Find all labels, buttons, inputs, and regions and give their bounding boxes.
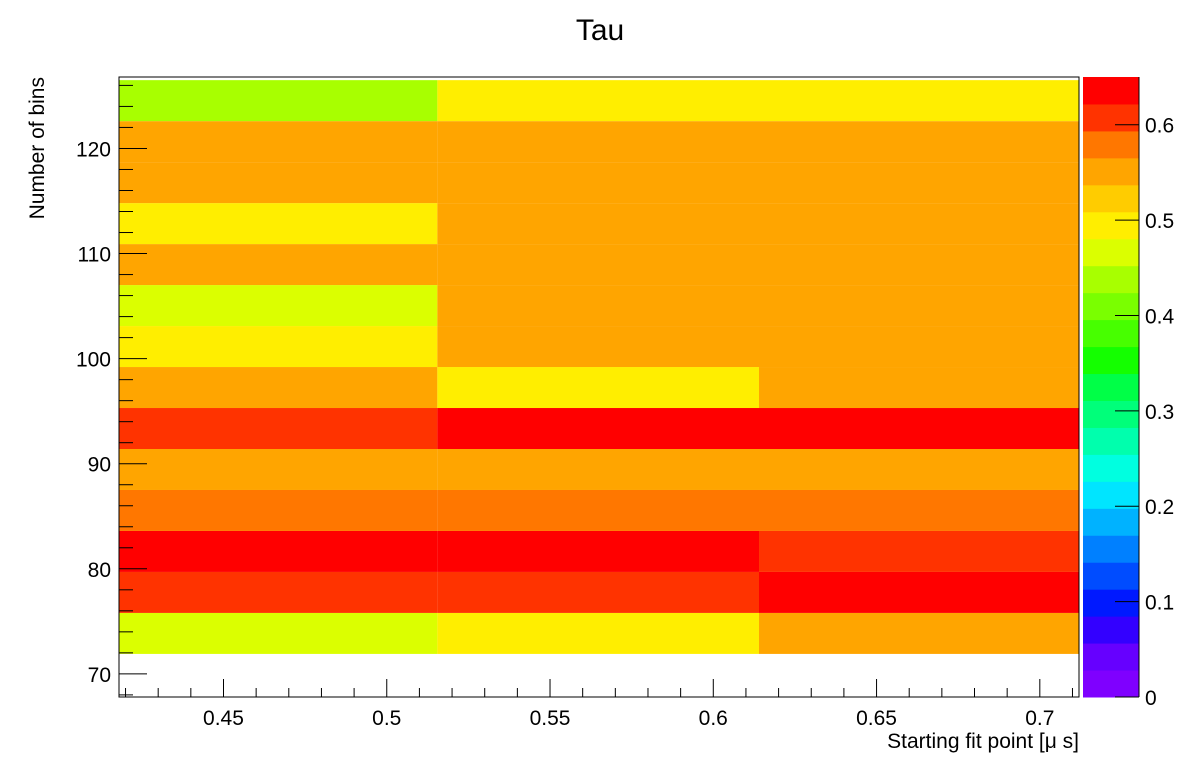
x-axis: 0.45 0.5 0.55 0.6 0.65 0.7	[119, 679, 1079, 730]
heatmap-cell	[759, 367, 1079, 409]
colorbar-segment	[1083, 238, 1139, 267]
colorbar-segment	[1083, 319, 1139, 348]
heatmap-cell	[119, 203, 438, 245]
heatmap-cell	[437, 121, 759, 163]
colorbar-segment	[1083, 481, 1139, 509]
colorbar-tick-label: 0.3	[1145, 401, 1174, 424]
y-tick-label: 80	[88, 559, 111, 582]
heatmap-cell	[437, 449, 759, 490]
heatmap-cell	[759, 326, 1079, 368]
heatmap-cell	[759, 162, 1079, 204]
heatmap-cell	[119, 326, 438, 368]
colorbar-segment	[1083, 157, 1139, 186]
colorbar-segment	[1083, 616, 1139, 644]
heatmap-cell	[119, 612, 438, 654]
x-tick-label: 0.65	[856, 707, 897, 730]
heatmap-cell	[437, 408, 759, 449]
heatmap-cell	[119, 408, 438, 449]
y-axis: 70 80 90 100 110 120	[76, 77, 147, 697]
x-tick-label: 0.6	[699, 707, 728, 730]
colorbar-segment	[1083, 130, 1139, 159]
colorbar-segment	[1083, 103, 1139, 132]
heatmap-cell	[119, 530, 438, 572]
y-tick-label: 90	[88, 454, 111, 477]
heatmap-cell	[119, 571, 438, 613]
heatmap-cell	[437, 612, 759, 654]
x-axis-title: Starting fit point [μ s]	[887, 730, 1079, 753]
colorbar-tick-label: 0	[1145, 687, 1157, 710]
heatmap-cell	[437, 326, 759, 368]
colorbar-segment	[1083, 508, 1139, 536]
colorbar-tick-label: 0.1	[1145, 592, 1174, 615]
y-tick-label: 70	[88, 664, 111, 687]
heatmap-cell	[759, 121, 1079, 163]
heatmap-cell	[759, 612, 1079, 654]
colorbar-segment	[1083, 77, 1139, 105]
heatmap-cells	[119, 80, 1079, 654]
colorbar-segment	[1083, 454, 1139, 482]
heatmap-cell	[119, 80, 438, 122]
colorbar-segment	[1083, 292, 1139, 321]
colorbar-segment	[1083, 427, 1139, 455]
heatmap-cell	[437, 80, 759, 122]
colorbar	[1083, 77, 1139, 698]
heatmap-cell	[759, 203, 1079, 245]
heatmap-cell	[437, 162, 759, 204]
heatmap-cell	[437, 571, 759, 613]
heatmap-cell	[437, 285, 759, 327]
heatmap-cell	[437, 203, 759, 245]
colorbar-tick-label: 0.6	[1145, 115, 1174, 138]
heatmap-cell	[759, 449, 1079, 490]
colorbar-segment	[1083, 373, 1139, 401]
x-tick-label: 0.7	[1025, 707, 1054, 730]
heatmap-cell	[759, 530, 1079, 572]
heatmap-cell	[437, 244, 759, 286]
heatmap-cell	[119, 121, 438, 163]
colorbar-segment	[1083, 589, 1139, 617]
x-tick-label: 0.55	[530, 707, 571, 730]
colorbar-axis: 0 0.1 0.2 0.3 0.4 0.5 0.6	[1115, 77, 1175, 710]
colorbar-segment	[1083, 643, 1139, 671]
chart-title: Tau	[576, 14, 624, 47]
y-tick-label: 100	[76, 349, 111, 372]
heatmap-cell	[759, 285, 1079, 327]
colorbar-segment	[1083, 400, 1139, 428]
colorbar-tick-label: 0.2	[1145, 496, 1174, 519]
heatmap-cell	[119, 449, 438, 490]
colorbar-segment	[1083, 562, 1139, 590]
colorbar-segment	[1083, 265, 1139, 294]
colorbar-segment	[1083, 211, 1139, 240]
y-tick-label: 110	[78, 244, 111, 267]
colorbar-tick-label: 0.5	[1145, 210, 1174, 233]
x-tick-label: 0.45	[203, 707, 244, 730]
colorbar-tick-label: 0.4	[1145, 305, 1175, 328]
heatmap-cell	[437, 367, 759, 409]
heatmap-cell	[119, 285, 438, 327]
heatmap-cell	[119, 367, 438, 409]
heatmap-cell	[759, 80, 1079, 122]
heatmap-cell	[437, 530, 759, 572]
colorbar-segment	[1083, 670, 1139, 698]
y-tick-label: 120	[76, 138, 111, 161]
heatmap-cell	[759, 408, 1079, 449]
heatmap-cell	[759, 489, 1079, 531]
y-axis-title: Number of bins	[26, 77, 49, 219]
heatmap-cell	[759, 571, 1079, 613]
colorbar-segment	[1083, 346, 1139, 375]
heatmap-cell	[759, 244, 1079, 286]
heatmap-cell	[119, 162, 438, 204]
colorbar-segment	[1083, 535, 1139, 563]
colorbar-segment	[1083, 184, 1139, 213]
heatmap-cell	[119, 244, 438, 286]
heatmap-cell	[437, 489, 759, 531]
heatmap-cell	[119, 489, 438, 531]
x-tick-label: 0.5	[372, 707, 401, 730]
